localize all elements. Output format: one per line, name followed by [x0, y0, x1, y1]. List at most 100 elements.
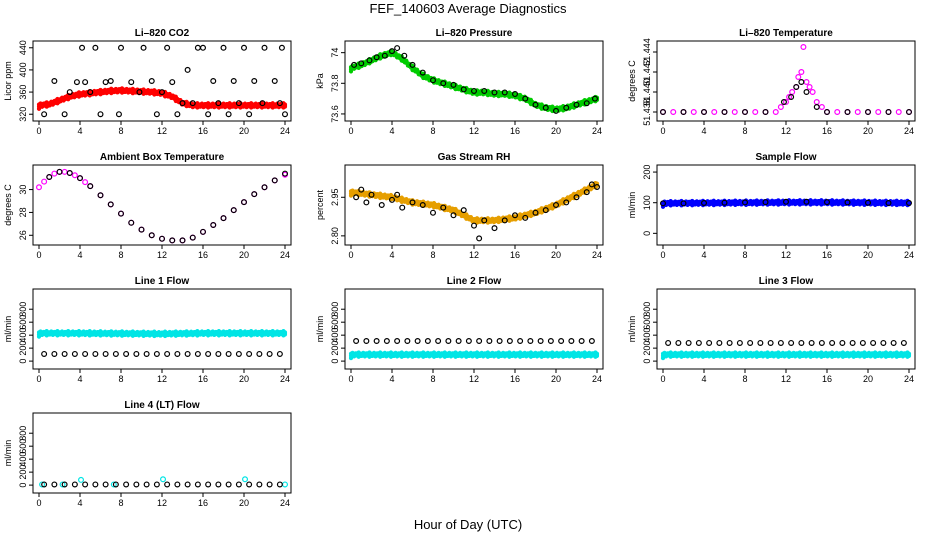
- y-tick-label: 320: [18, 107, 28, 122]
- data-point: [741, 108, 748, 115]
- data-point: [491, 89, 498, 96]
- data-point: [92, 44, 99, 51]
- x-tick-label: 20: [239, 250, 249, 260]
- data-point: [440, 80, 447, 87]
- data-point: [200, 228, 207, 235]
- data-point: [537, 338, 544, 345]
- data-point: [793, 83, 800, 90]
- data-point: [215, 100, 222, 107]
- data-point: [695, 339, 702, 346]
- series-1: [35, 168, 289, 244]
- data-point: [153, 481, 160, 488]
- y-tick-label: 30: [18, 185, 28, 195]
- data-point: [76, 175, 83, 182]
- x-tick-label: 24: [592, 250, 602, 260]
- data-point: [905, 108, 912, 115]
- x-tick-label: 0: [348, 126, 353, 136]
- data-point: [547, 338, 554, 345]
- x-tick-label: 12: [781, 250, 791, 260]
- panel-6: Sample Flow ml/min 0 4 8 12 16 20 24 0 100 200: [627, 152, 916, 260]
- data-point: [460, 86, 467, 93]
- x-tick-label: 8: [118, 250, 123, 260]
- data-point: [92, 350, 99, 357]
- data-point: [578, 338, 585, 345]
- data-point: [235, 100, 242, 107]
- x-tick-label: 0: [36, 374, 41, 384]
- plot-frame: [656, 40, 916, 122]
- x-tick-label: 4: [389, 374, 394, 384]
- data-point: [414, 338, 421, 345]
- data-point: [522, 95, 529, 102]
- x-tick-label: 12: [157, 126, 167, 136]
- data-point: [41, 350, 48, 357]
- y-tick-label: 51.438: [642, 98, 652, 126]
- series-1: [348, 350, 600, 361]
- y-axis-label: ml/min: [3, 440, 13, 467]
- data-point: [251, 77, 258, 84]
- data-point: [102, 350, 109, 357]
- data-point: [465, 338, 472, 345]
- series-1: [348, 48, 600, 114]
- data-point: [885, 108, 892, 115]
- data-point: [225, 350, 232, 357]
- data-point: [588, 338, 595, 345]
- data-point: [205, 111, 212, 118]
- data-point: [394, 45, 401, 52]
- data-point: [194, 44, 201, 51]
- x-tick-label: 16: [510, 126, 520, 136]
- data-point: [71, 481, 78, 488]
- data-point: [97, 111, 104, 118]
- series-2: [41, 481, 283, 488]
- data-point: [844, 108, 851, 115]
- data-point: [87, 183, 94, 190]
- data-point: [818, 339, 825, 346]
- y-axis-label: percent: [315, 189, 325, 220]
- data-point: [859, 339, 866, 346]
- data-point: [809, 88, 816, 95]
- data-point: [806, 83, 813, 90]
- data-point: [184, 66, 191, 73]
- panel-title: Gas Stream RH: [438, 152, 511, 163]
- x-tick-label: 4: [701, 126, 706, 136]
- panel-title: Li–820 Pressure: [436, 28, 513, 39]
- series-1: [36, 328, 288, 339]
- data-point: [128, 79, 135, 86]
- panel-3: Li–820 Temperature degrees C 0 4 8 12 16 20 24 51…: [627, 28, 916, 136]
- x-tick-label: 12: [781, 126, 791, 136]
- x-tick-label: 4: [389, 126, 394, 136]
- data-point: [381, 52, 388, 59]
- data-point: [404, 338, 411, 345]
- data-point: [117, 44, 124, 51]
- data-point: [266, 481, 273, 488]
- data-point: [138, 226, 145, 233]
- plot-frame: [32, 164, 292, 246]
- data-point: [169, 237, 176, 244]
- y-tick-label: 51.442: [642, 58, 652, 86]
- y-tick-label: 800: [18, 426, 28, 441]
- data-point: [777, 103, 784, 110]
- data-point: [552, 107, 559, 114]
- panel-title: Line 3 Flow: [759, 276, 814, 287]
- x-tick-label: 8: [118, 374, 123, 384]
- data-point: [870, 339, 877, 346]
- data-point: [736, 339, 743, 346]
- x-tick-label: 24: [592, 126, 602, 136]
- data-point: [363, 338, 370, 345]
- data-point: [373, 338, 380, 345]
- data-point: [803, 88, 810, 95]
- data-point: [251, 191, 258, 198]
- data-point: [690, 108, 697, 115]
- data-point: [179, 100, 186, 107]
- page-title: FEF_140603 Average Diagnostics: [369, 1, 567, 16]
- x-tick-label: 8: [742, 126, 747, 136]
- data-point: [409, 61, 416, 68]
- data-point: [215, 350, 222, 357]
- x-tick-label: 4: [701, 250, 706, 260]
- y-tick-label: 800: [642, 302, 652, 317]
- x-tick-label: 16: [198, 374, 208, 384]
- data-point: [259, 100, 266, 107]
- x-tick-label: 12: [469, 374, 479, 384]
- data-point: [798, 78, 805, 85]
- x-tick-label: 20: [551, 374, 561, 384]
- x-tick-label: 20: [551, 126, 561, 136]
